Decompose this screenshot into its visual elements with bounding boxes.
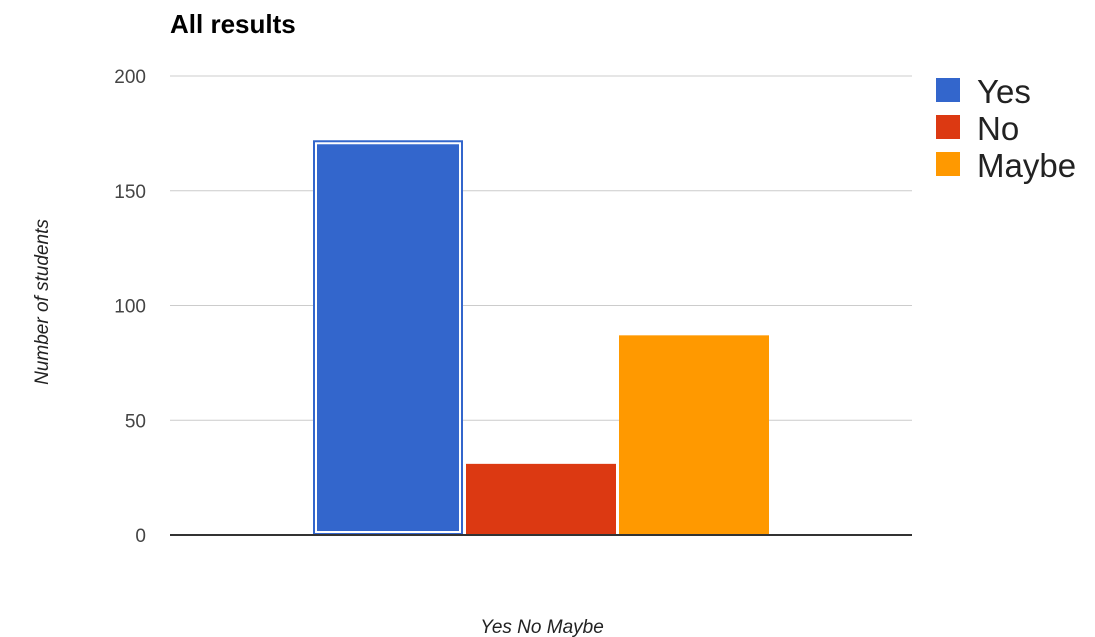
legend-label-yes[interactable]: Yes (977, 73, 1031, 110)
legend-swatch-yes[interactable] (936, 78, 960, 102)
y-tick-label: 100 (114, 297, 146, 318)
y-tick-label: 150 (114, 182, 146, 203)
x-axis-label: Yes No Maybe (480, 617, 604, 637)
y-axis-ticks: 0 50 100 150 200 (114, 67, 146, 547)
chart-title: All results (170, 9, 296, 39)
y-tick-label: 0 (135, 526, 146, 547)
bar-yes[interactable] (313, 140, 463, 535)
bar-highlight-outline (315, 142, 461, 533)
bars (313, 140, 769, 535)
gridlines (170, 75, 912, 421)
y-axis-label: Number of students (32, 219, 53, 385)
legend-swatch-no[interactable] (936, 115, 960, 139)
bar-maybe[interactable] (619, 335, 769, 535)
bar-no[interactable] (466, 463, 616, 535)
legend-label-maybe[interactable]: Maybe (977, 147, 1076, 184)
y-tick-label: 200 (114, 67, 146, 88)
legend-label-no[interactable]: No (977, 110, 1019, 147)
legend-swatch-maybe[interactable] (936, 152, 960, 176)
y-tick-label: 50 (125, 411, 146, 432)
